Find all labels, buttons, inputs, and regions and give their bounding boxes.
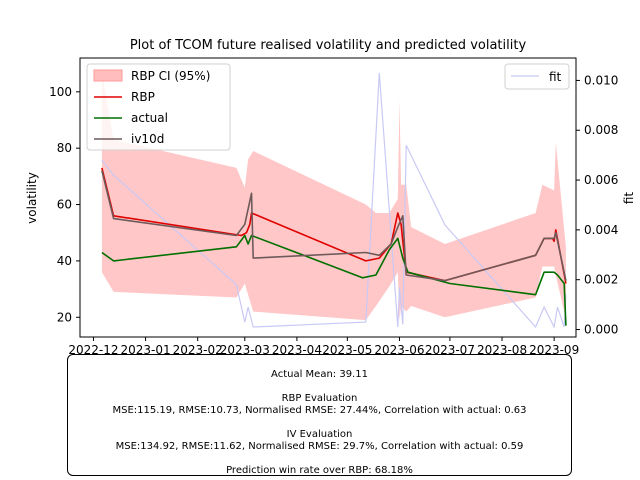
y-tick-label: 80 — [57, 141, 72, 155]
y-tick-label: 100 — [49, 85, 72, 99]
legend-swatch-ci — [93, 69, 123, 82]
rbp-evaluation-metrics: MSE:115.19, RMSE:10.73, Normalised RMSE:… — [112, 405, 527, 416]
plot-frame — [79, 57, 577, 338]
evaluation-summary-box: Actual Mean: 39.11 RBP Evaluation MSE:11… — [67, 354, 572, 476]
actual-mean-text: Actual Mean: 39.11 — [271, 369, 368, 380]
y-axis: 20 40 60 80 100 — [49, 85, 80, 324]
iv-evaluation-heading: IV Evaluation — [286, 429, 353, 440]
y-tick-label: 40 — [57, 254, 72, 268]
legend-label-fit: fit — [549, 70, 562, 84]
y-tick-label: 20 — [57, 310, 72, 324]
y-tick-label: 60 — [57, 198, 72, 212]
y2-tick-label: 0.004 — [584, 223, 618, 237]
x-tick-label: 2023-07 — [425, 343, 475, 357]
x-tick-label: 2023-05 — [322, 343, 372, 357]
y2-axis-label: fit — [622, 192, 636, 205]
legend-label-iv10d: iv10d — [131, 132, 164, 146]
y2-tick-label: 0.006 — [584, 173, 618, 187]
x-tick-label: 2023-03 — [220, 343, 270, 357]
x-tick-label: 2023-01 — [121, 343, 171, 357]
y2-tick-label: 0.002 — [584, 273, 618, 287]
y2-axis: 0.000 0.002 0.004 0.006 0.008 0.010 — [576, 73, 618, 337]
series-line-actual — [101, 234, 567, 326]
series-line-fit — [101, 72, 567, 329]
legend-label-rbp: RBP — [131, 90, 155, 104]
legend-label-ci: RBP CI (95%) — [131, 69, 210, 83]
iv-evaluation-metrics: MSE:134.92, RMSE:11.62, Normalised RMSE:… — [115, 441, 524, 452]
x-tick-label: 2023-08 — [477, 343, 527, 357]
y2-tick-label: 0.008 — [584, 123, 618, 137]
x-tick-label: 2023-09 — [529, 343, 579, 357]
prediction-win-rate: Prediction win rate over RBP: 68.18% — [226, 465, 413, 476]
legend-right: fit — [504, 63, 570, 90]
legend-label-actual: actual — [131, 111, 168, 125]
ci-band — [101, 72, 566, 326]
x-tick-label: 2023-02 — [173, 343, 223, 357]
x-tick-label: 2023-06 — [374, 343, 424, 357]
chart-title: Plot of TCOM future realised volatility … — [130, 38, 527, 53]
plot-area — [101, 72, 567, 329]
y2-tick-label: 0.010 — [584, 73, 618, 87]
y2-tick-label: 0.000 — [584, 323, 618, 337]
x-tick-label: 2022-12 — [68, 343, 118, 357]
legend-left-frame — [86, 63, 231, 151]
y-axis-label: volatility — [25, 172, 39, 224]
x-tick-label: 2023-04 — [272, 343, 322, 357]
rbp-evaluation-heading: RBP Evaluation — [281, 393, 358, 404]
series-line-iv10d — [101, 170, 567, 282]
legend-left: RBP CI (95%) RBP actual iv10d — [86, 63, 231, 151]
